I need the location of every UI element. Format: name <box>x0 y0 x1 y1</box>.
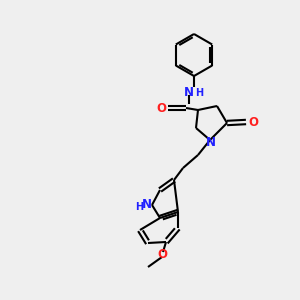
Text: O: O <box>248 116 258 128</box>
Text: N: N <box>184 85 194 98</box>
Text: N: N <box>142 199 152 212</box>
Text: N: N <box>206 136 216 148</box>
Text: O: O <box>157 248 167 260</box>
Text: H: H <box>195 88 203 98</box>
Text: O: O <box>156 101 166 115</box>
Text: H: H <box>135 202 143 212</box>
